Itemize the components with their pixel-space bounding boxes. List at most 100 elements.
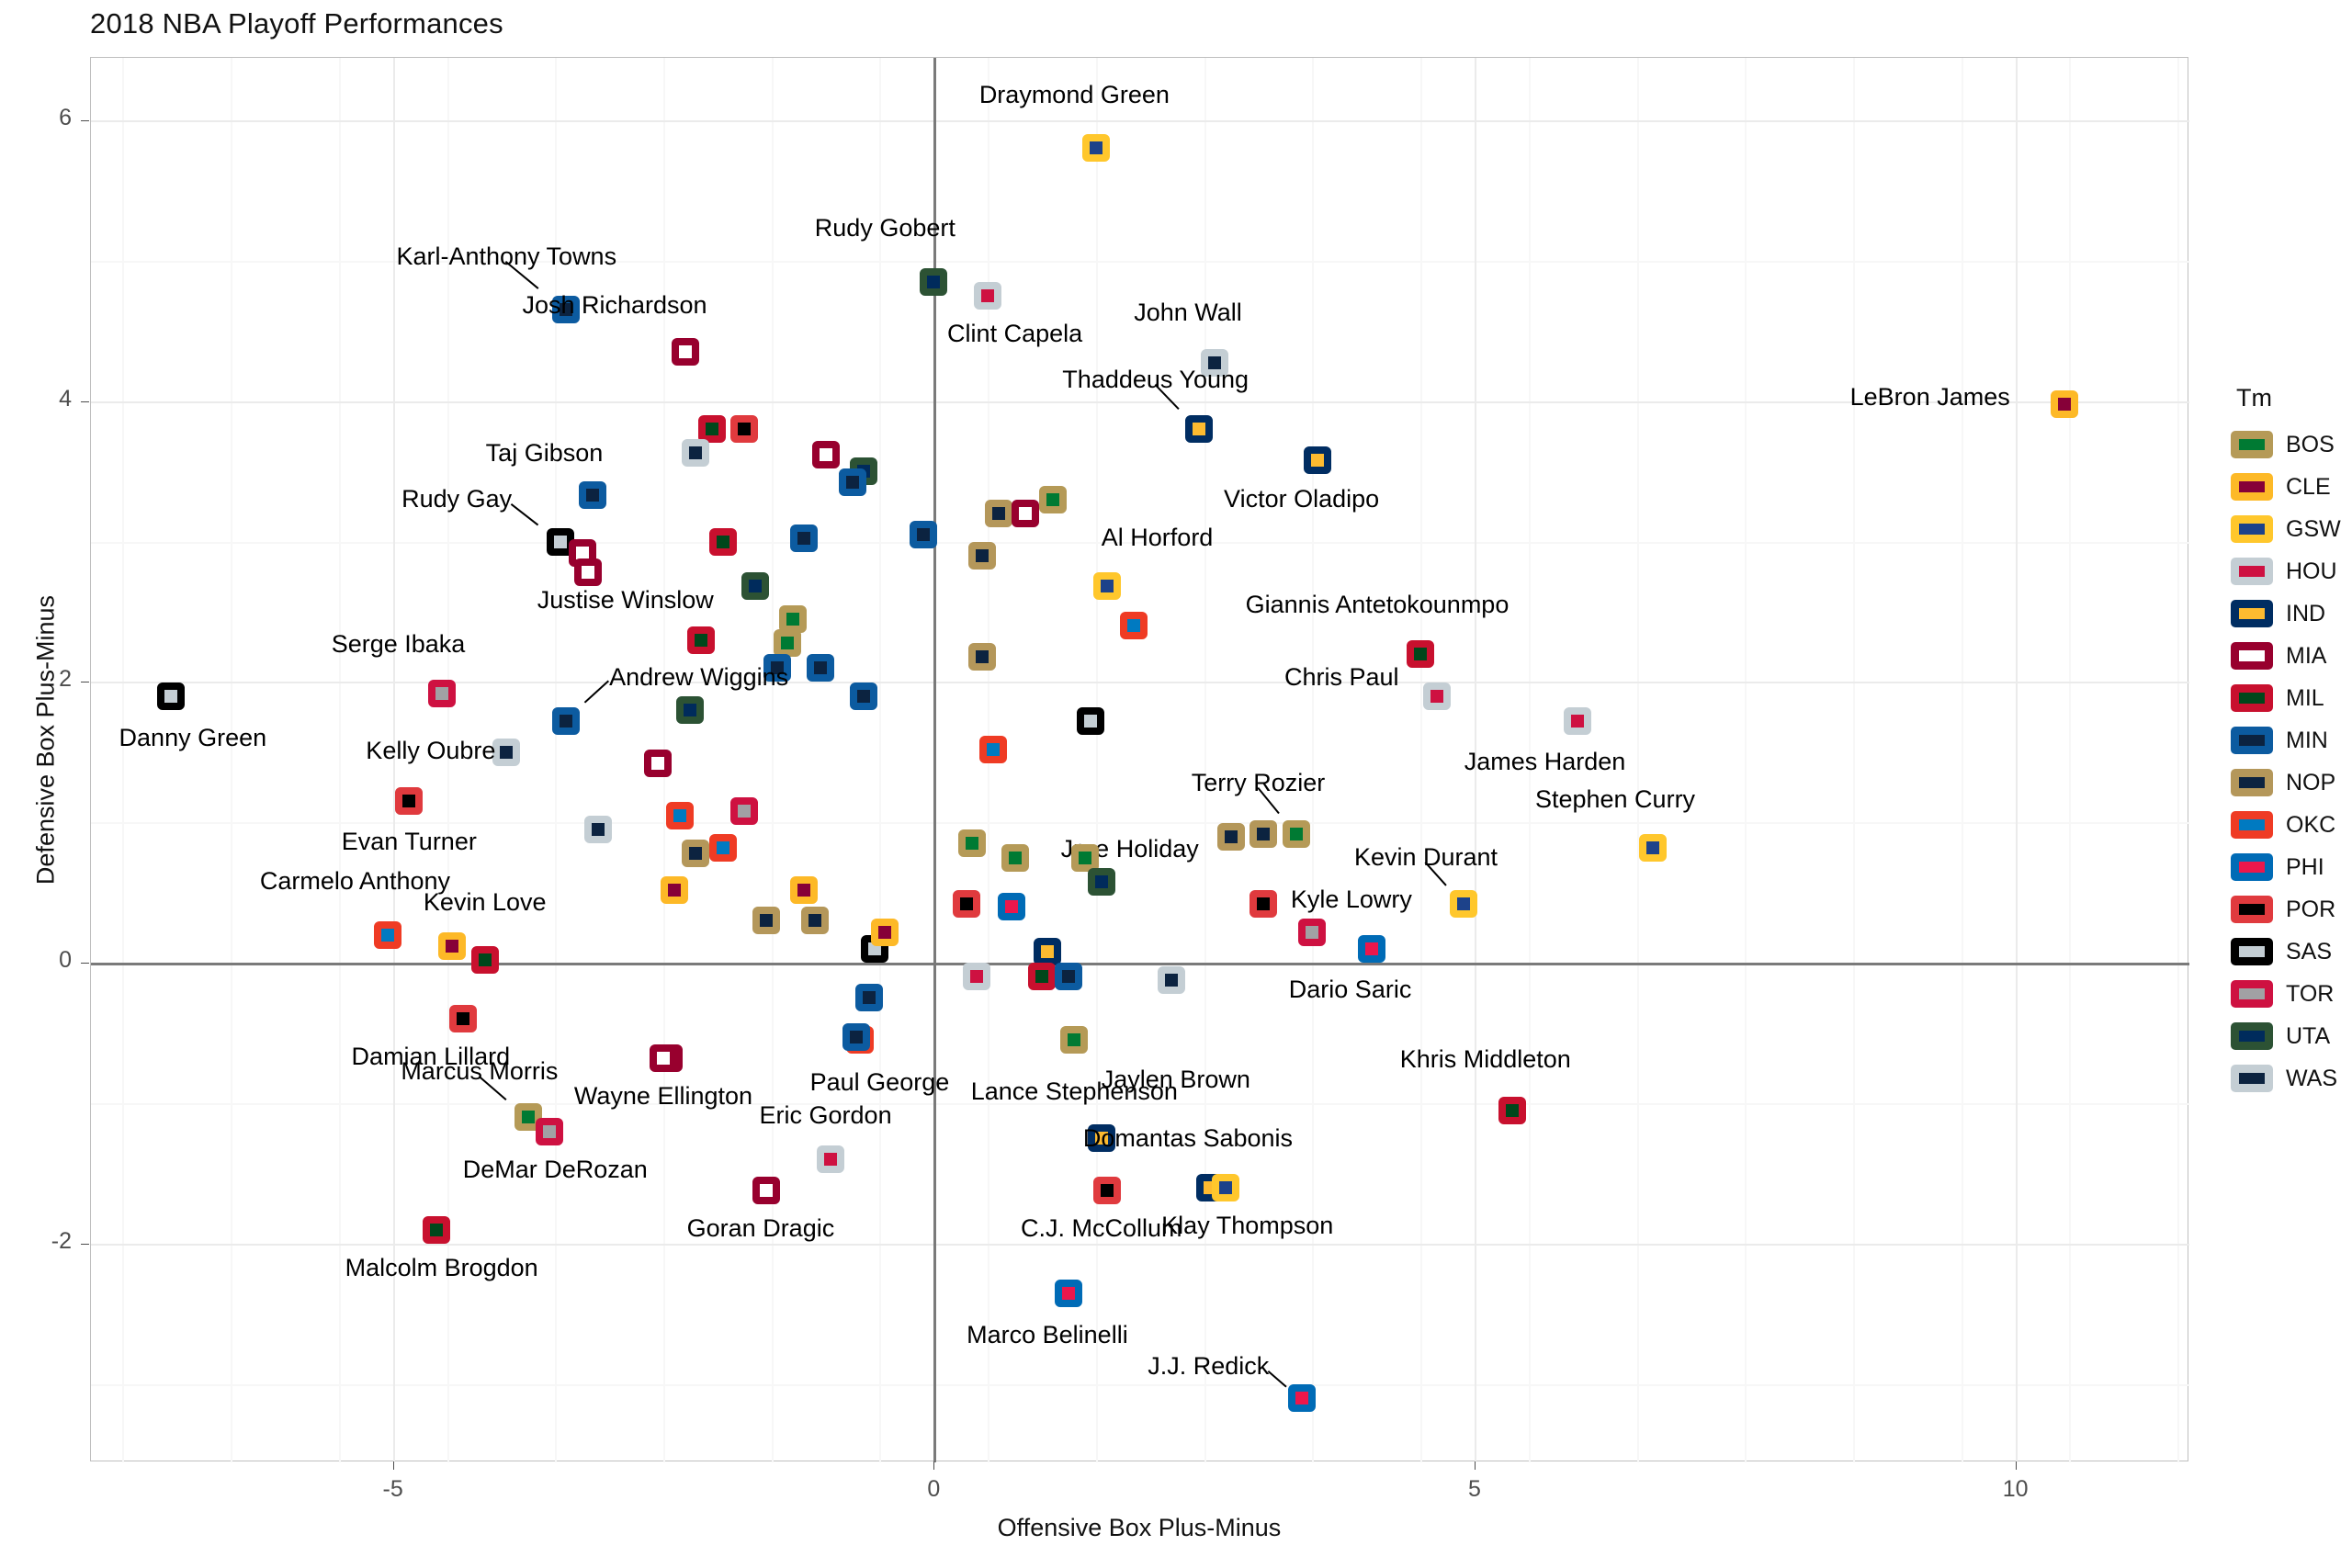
- legend-item-gsw[interactable]: GSW: [2231, 508, 2352, 550]
- scatter-point[interactable]: [449, 1005, 478, 1033]
- scatter-point[interactable]: [1071, 843, 1100, 872]
- scatter-point[interactable]: [1563, 707, 1591, 736]
- scatter-point[interactable]: [1028, 963, 1057, 991]
- legend-item-sas[interactable]: SAS: [2231, 931, 2352, 973]
- scatter-point[interactable]: [952, 889, 980, 918]
- scatter-point[interactable]: [1081, 134, 1110, 163]
- scatter-point[interactable]: [774, 628, 802, 657]
- scatter-point[interactable]: [1304, 446, 1332, 474]
- scatter-point[interactable]: [1287, 1384, 1316, 1413]
- scatter-point[interactable]: [1055, 1279, 1083, 1307]
- legend-item-mil[interactable]: MIL: [2231, 677, 2352, 719]
- scatter-point[interactable]: [573, 558, 602, 587]
- scatter-point[interactable]: [1158, 965, 1186, 994]
- scatter-point[interactable]: [1250, 889, 1278, 918]
- scatter-point[interactable]: [1077, 707, 1105, 736]
- legend-item-min[interactable]: MIN: [2231, 719, 2352, 761]
- scatter-point[interactable]: [644, 750, 673, 778]
- scatter-point[interactable]: [682, 839, 710, 867]
- scatter-point[interactable]: [1212, 1173, 1240, 1201]
- scatter-point[interactable]: [1055, 963, 1083, 991]
- scatter-point[interactable]: [909, 520, 937, 548]
- scatter-point[interactable]: [957, 829, 986, 858]
- scatter-point[interactable]: [708, 833, 737, 862]
- scatter-point[interactable]: [730, 415, 759, 444]
- scatter-point[interactable]: [842, 1023, 870, 1052]
- scatter-point[interactable]: [811, 440, 840, 468]
- scatter-point[interactable]: [854, 984, 883, 1012]
- scatter-point[interactable]: [1120, 612, 1148, 640]
- scatter-point[interactable]: [1639, 833, 1668, 862]
- scatter-point[interactable]: [1282, 819, 1310, 848]
- scatter-point[interactable]: [963, 963, 991, 991]
- scatter-point[interactable]: [395, 787, 424, 816]
- legend-item-hou[interactable]: HOU: [2231, 550, 2352, 592]
- scatter-point[interactable]: [1092, 572, 1121, 601]
- scatter-point[interactable]: [1298, 918, 1327, 946]
- scatter-point[interactable]: [2050, 389, 2078, 418]
- legend-item-okc[interactable]: OKC: [2231, 804, 2352, 846]
- legend-item-nop[interactable]: NOP: [2231, 761, 2352, 804]
- scatter-point[interactable]: [817, 1145, 845, 1174]
- legend-item-bos[interactable]: BOS: [2231, 423, 2352, 466]
- scatter-point[interactable]: [1087, 867, 1115, 896]
- scatter-point[interactable]: [671, 338, 699, 367]
- scatter-point[interactable]: [470, 946, 499, 975]
- legend-item-cle[interactable]: CLE: [2231, 466, 2352, 508]
- scatter-point[interactable]: [968, 642, 997, 671]
- scatter-point[interactable]: [984, 499, 1012, 527]
- scatter-point[interactable]: [579, 481, 607, 510]
- legend-item-tor[interactable]: TOR: [2231, 973, 2352, 1015]
- scatter-point[interactable]: [1033, 937, 1061, 965]
- scatter-point[interactable]: [1012, 499, 1040, 527]
- scatter-point[interactable]: [790, 875, 819, 904]
- scatter-point[interactable]: [708, 527, 737, 556]
- scatter-point[interactable]: [1358, 934, 1386, 963]
- scatter-point[interactable]: [157, 682, 186, 710]
- scatter-point[interactable]: [676, 695, 705, 724]
- scatter-point[interactable]: [1407, 639, 1435, 668]
- scatter-point[interactable]: [665, 801, 694, 829]
- scatter-point[interactable]: [427, 679, 456, 707]
- scatter-point[interactable]: [682, 439, 710, 468]
- scatter-point[interactable]: [697, 415, 726, 444]
- scatter-point[interactable]: [1250, 819, 1278, 848]
- scatter-point[interactable]: [839, 468, 866, 497]
- scatter-point[interactable]: [1038, 485, 1067, 513]
- scatter-point[interactable]: [536, 1117, 564, 1145]
- scatter-point[interactable]: [730, 797, 759, 826]
- scatter-point[interactable]: [1422, 682, 1451, 710]
- legend-item-phi[interactable]: PHI: [2231, 846, 2352, 888]
- scatter-point[interactable]: [741, 572, 770, 601]
- scatter-point[interactable]: [687, 626, 716, 654]
- scatter-point[interactable]: [790, 525, 819, 553]
- scatter-point[interactable]: [552, 707, 581, 736]
- legend-item-mia[interactable]: MIA: [2231, 635, 2352, 677]
- scatter-point[interactable]: [871, 918, 899, 946]
- scatter-point[interactable]: [763, 654, 791, 682]
- scatter-point[interactable]: [660, 875, 688, 904]
- scatter-point[interactable]: [422, 1215, 450, 1244]
- scatter-point[interactable]: [849, 682, 877, 710]
- scatter-point[interactable]: [979, 735, 1008, 763]
- scatter-point[interactable]: [1450, 889, 1478, 918]
- scatter-point[interactable]: [1217, 822, 1246, 851]
- legend-item-uta[interactable]: UTA: [2231, 1015, 2352, 1057]
- scatter-point[interactable]: [1184, 415, 1213, 444]
- scatter-point[interactable]: [492, 738, 521, 766]
- scatter-point[interactable]: [752, 907, 780, 935]
- legend-item-ind[interactable]: IND: [2231, 592, 2352, 635]
- scatter-point[interactable]: [1001, 843, 1029, 872]
- scatter-point[interactable]: [752, 1176, 780, 1204]
- legend-item-was[interactable]: WAS: [2231, 1057, 2352, 1100]
- scatter-point[interactable]: [438, 931, 467, 960]
- scatter-point[interactable]: [584, 815, 613, 843]
- scatter-point[interactable]: [1498, 1096, 1527, 1124]
- scatter-point[interactable]: [1087, 1124, 1115, 1153]
- scatter-point[interactable]: [920, 267, 948, 296]
- scatter-point[interactable]: [373, 920, 401, 949]
- scatter-point[interactable]: [974, 281, 1002, 310]
- scatter-point[interactable]: [649, 1044, 677, 1073]
- scatter-point[interactable]: [806, 654, 834, 682]
- scatter-point[interactable]: [552, 296, 581, 324]
